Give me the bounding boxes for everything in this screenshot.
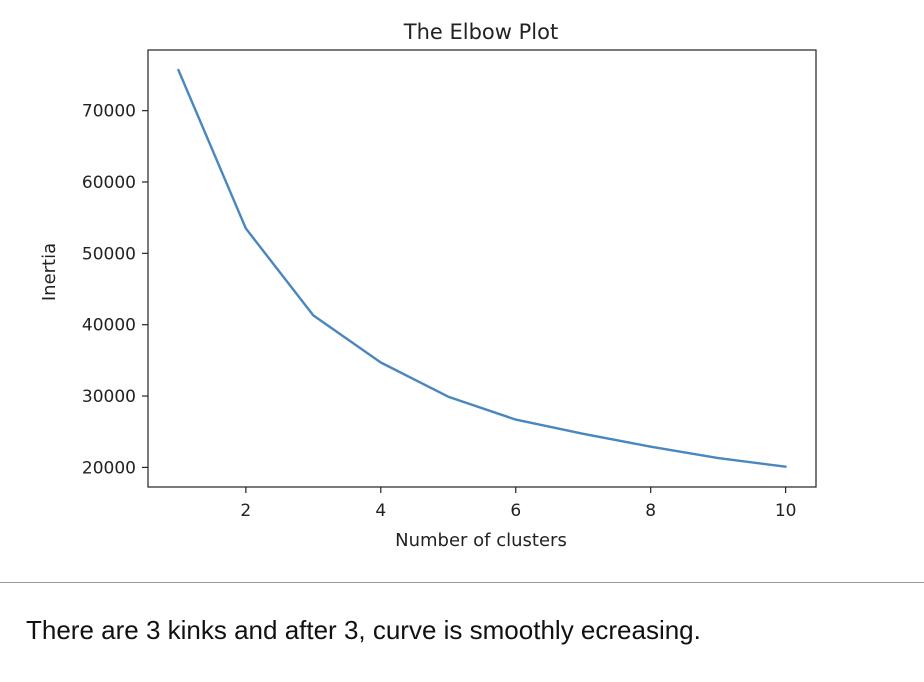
y-tick-label: 50000 [82, 244, 136, 264]
x-tick-label: 6 [510, 501, 521, 521]
inertia-line [177, 68, 787, 468]
y-axis-label: Inertia [39, 243, 60, 301]
chart-title: The Elbow Plot [403, 20, 558, 44]
y-axis: 20000 30000 40000 50000 60000 70000 [82, 102, 148, 478]
elbow-chart: The Elbow Plot 2 4 6 8 10 20000 30000 40000 500… [39, 20, 817, 551]
y-tick-label: 30000 [82, 387, 136, 407]
x-axis: 2 4 6 8 10 [240, 487, 796, 521]
x-tick-label: 10 [775, 501, 797, 521]
x-tick-label: 2 [240, 501, 251, 521]
x-tick-label: 4 [375, 501, 386, 521]
cell-divider [0, 582, 924, 583]
markdown-caption: There are 3 kinks and after 3, curve is … [26, 615, 701, 645]
y-tick-label: 70000 [82, 102, 136, 122]
y-tick-label: 40000 [82, 316, 136, 336]
x-tick-label: 8 [645, 501, 656, 521]
x-axis-label: Number of clusters [395, 530, 567, 551]
y-tick-label: 20000 [82, 458, 136, 478]
series-points [178, 69, 786, 467]
plot-frame [147, 49, 817, 488]
y-tick-label: 60000 [82, 173, 136, 193]
